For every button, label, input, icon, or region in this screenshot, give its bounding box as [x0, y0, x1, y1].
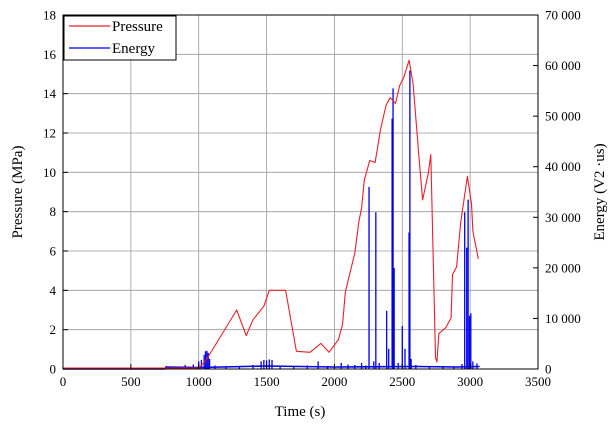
y-axis-title: Pressure (MPa)	[10, 146, 26, 239]
x-tick-label: 500	[121, 374, 141, 389]
y2-tick-label: 30 000	[545, 210, 581, 225]
energy-series	[63, 70, 480, 370]
x-tick-label: 1000	[186, 374, 212, 389]
legend-label-energy: Energy	[112, 41, 156, 57]
y2-tick-label: 20 000	[545, 260, 581, 275]
y2-tick-label: 70 000	[545, 8, 581, 23]
y2-tick-label: 40 000	[545, 159, 581, 174]
y-tick-label: 6	[50, 244, 57, 259]
legend: Pressure Energy	[63, 15, 177, 61]
y-tick-label: 14	[43, 86, 57, 101]
y-tick-label: 4	[50, 283, 57, 298]
x-tick-label: 3000	[457, 374, 483, 389]
y-tick-label: 12	[43, 126, 56, 141]
y2-tick-label: 0	[545, 362, 552, 377]
x-axis-title: Time (s)	[275, 404, 326, 420]
x-tick-label: 1500	[254, 374, 280, 389]
axes: 0 500 1000 1500 2000 2500 3000 3500024681012141…	[43, 8, 581, 390]
legend-box	[63, 15, 177, 61]
pressure-line	[63, 59, 479, 369]
pressure-series	[63, 59, 479, 369]
y-tick-label: 18	[43, 8, 56, 23]
x-tick-label: 2500	[389, 374, 415, 389]
y2-tick-label: 10 000	[545, 311, 581, 326]
plot-frame	[62, 14, 539, 370]
y-tick-label: 10	[43, 165, 56, 180]
y-tick-label: 8	[50, 204, 57, 219]
y2-tick-label: 60 000	[545, 58, 581, 73]
y2-tick-label: 50 000	[545, 109, 581, 124]
x-tick-label: 0	[60, 374, 67, 389]
x-tick-label: 2000	[321, 374, 347, 389]
y-tick-label: 2	[50, 322, 57, 337]
y-tick-label: 16	[43, 47, 57, 62]
x-tick-label: 3500	[525, 374, 551, 389]
legend-label-pressure: Pressure	[112, 19, 163, 35]
y-tick-label: 0	[50, 362, 57, 377]
y2-axis-title: Energy (V2 ·us)	[592, 143, 608, 240]
